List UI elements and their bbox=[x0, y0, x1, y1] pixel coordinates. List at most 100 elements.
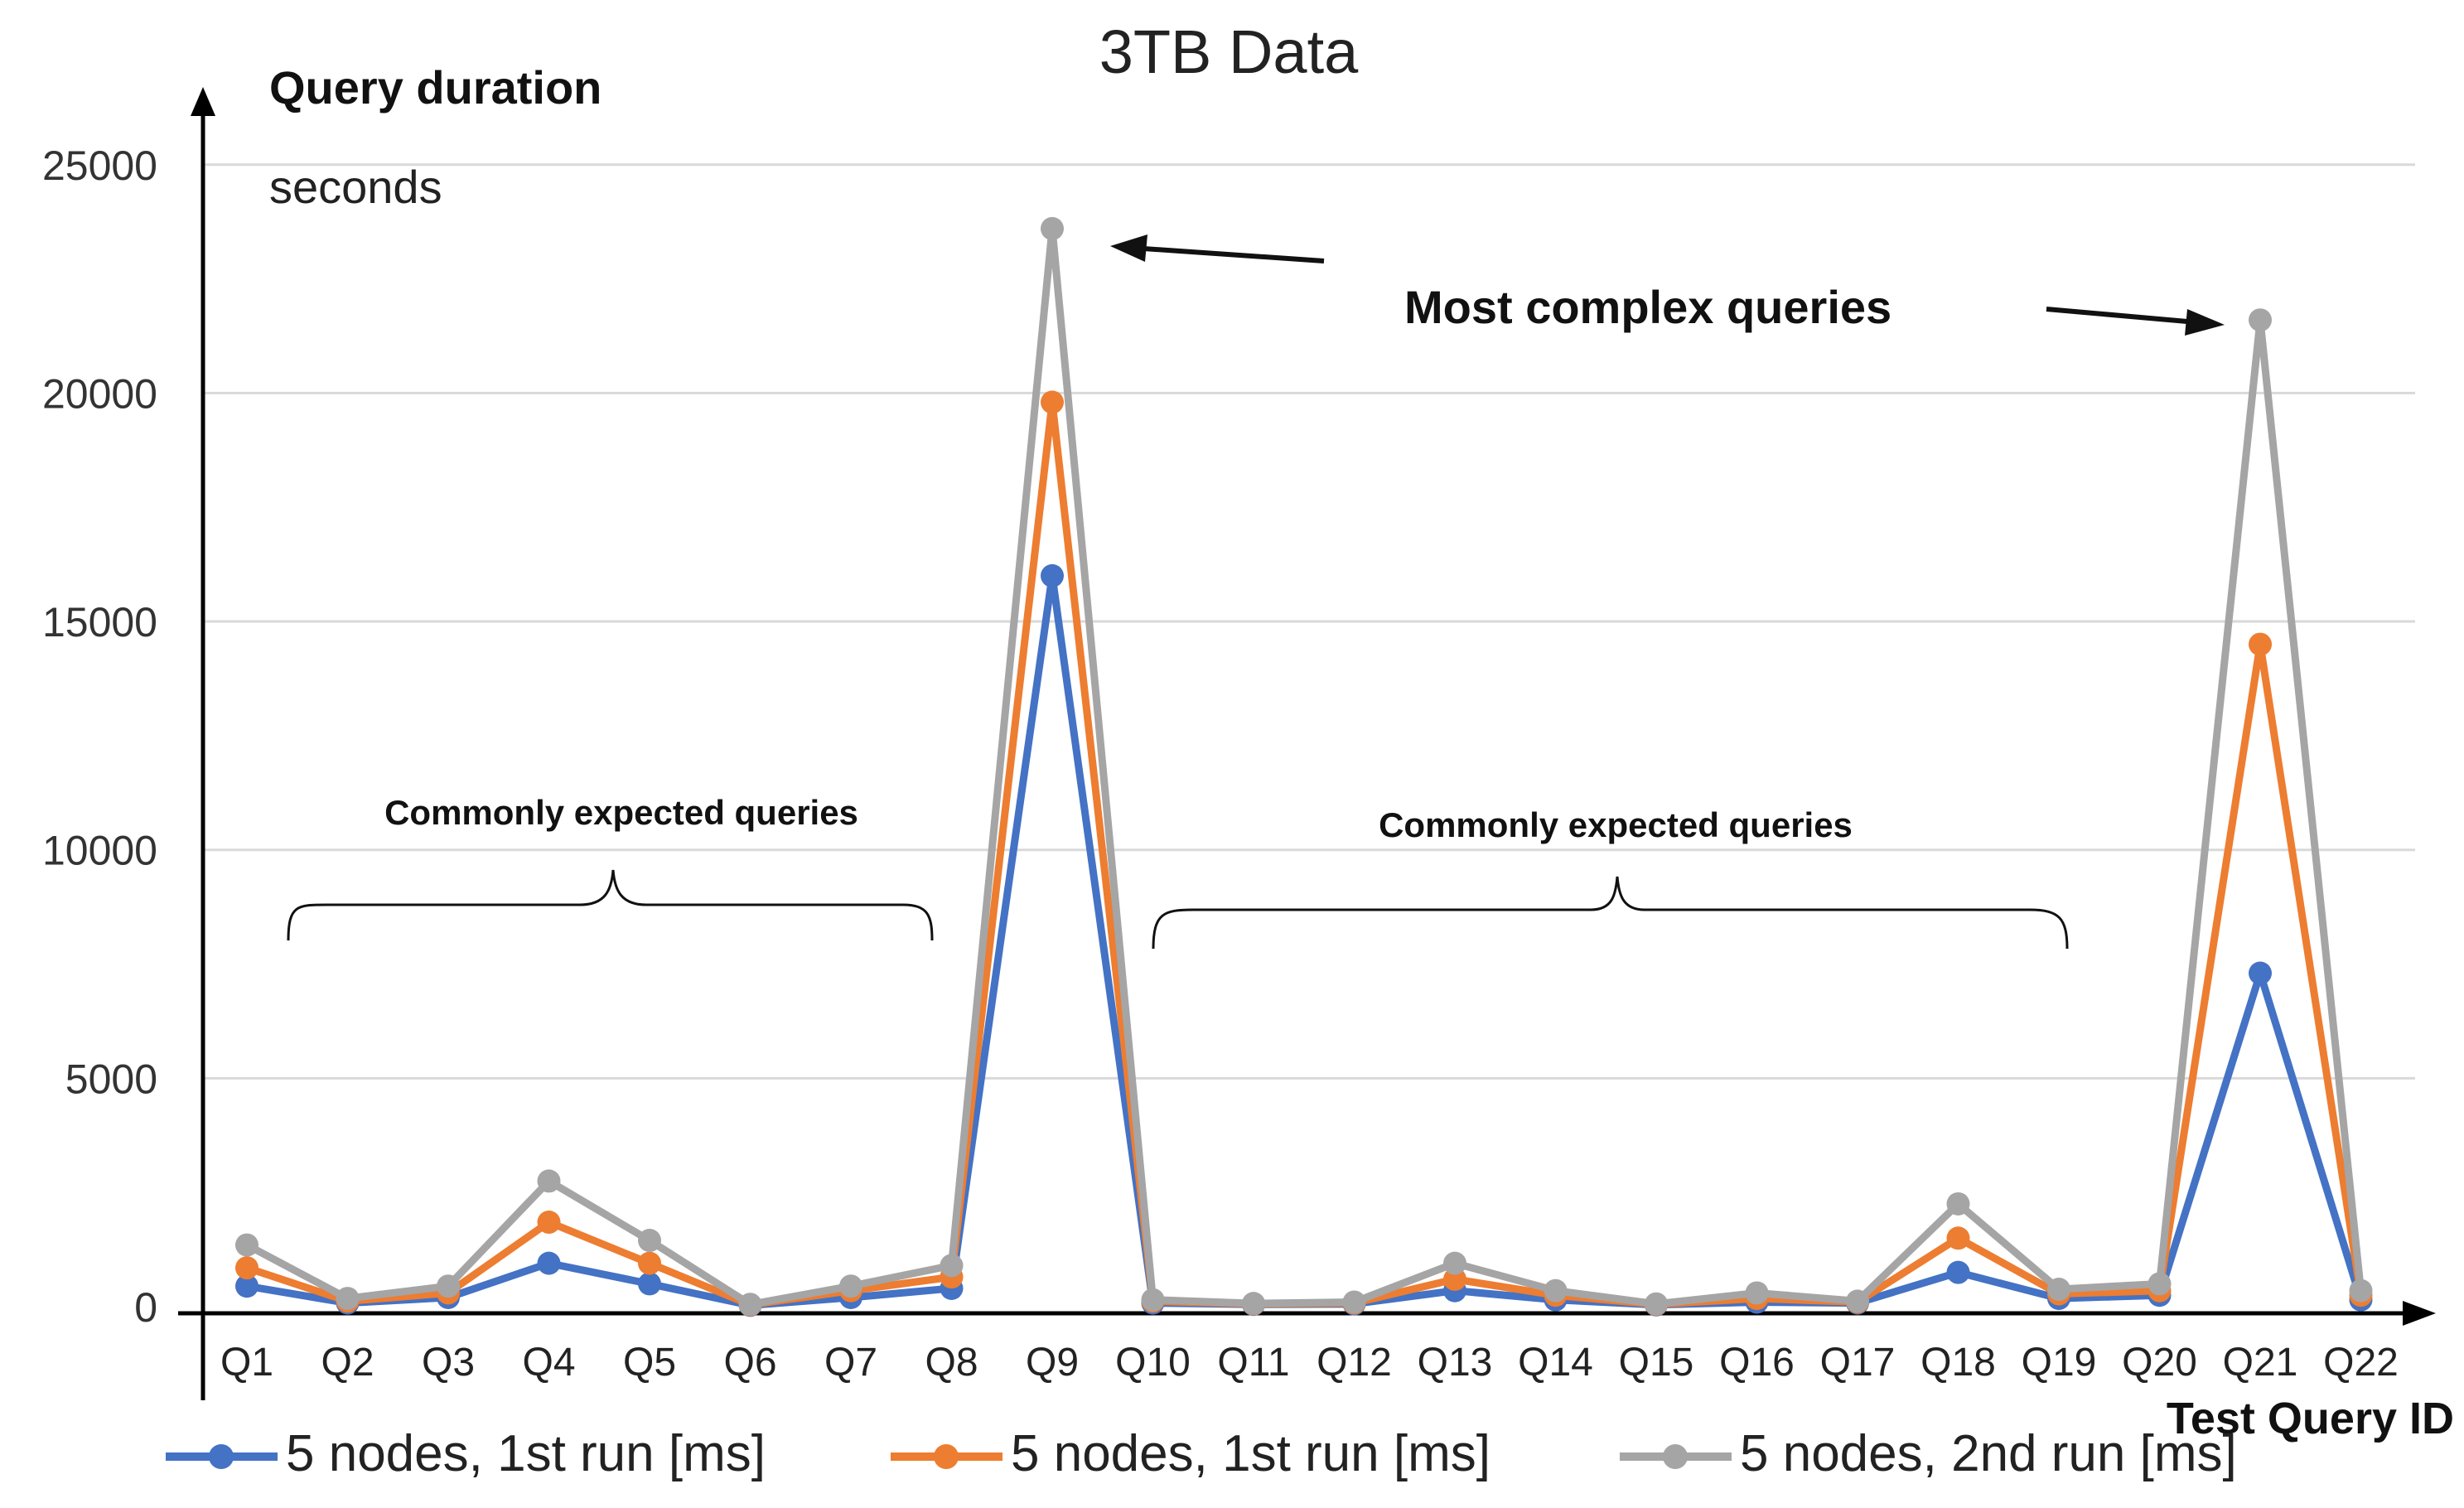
x-tick-label: Q21 bbox=[2223, 1341, 2298, 1385]
data-point bbox=[2148, 1272, 2172, 1296]
y-axis-arrow bbox=[191, 87, 215, 116]
data-point bbox=[2249, 632, 2272, 656]
legend-item-1: 5 nodes, 1st run [ms] bbox=[166, 1425, 766, 1482]
brace-right bbox=[1152, 876, 2069, 950]
y-axis-label: Query duration bbox=[269, 61, 602, 114]
data-point bbox=[1946, 1260, 1970, 1284]
x-tick-label: Q17 bbox=[1820, 1341, 1896, 1385]
data-point bbox=[1342, 1290, 1366, 1314]
x-tick-label: Q18 bbox=[1920, 1341, 1996, 1385]
x-tick-label: Q15 bbox=[1619, 1341, 1694, 1385]
x-tick-label: Q2 bbox=[321, 1341, 374, 1385]
x-tick-label: Q9 bbox=[1026, 1341, 1079, 1385]
data-point bbox=[336, 1287, 360, 1311]
data-point bbox=[738, 1293, 762, 1317]
y-axis-unit: seconds bbox=[269, 161, 442, 213]
legend-marker bbox=[209, 1444, 234, 1469]
legend-label: 5 nodes, 1st run [ms] bbox=[1011, 1425, 1490, 1482]
x-tick-label: Q19 bbox=[2022, 1341, 2097, 1385]
data-point bbox=[1041, 216, 1064, 240]
y-tick-label: 10000 bbox=[42, 828, 157, 874]
legend-label: 5 nodes, 2nd run [ms] bbox=[1740, 1425, 2237, 1482]
x-tick-label: Q22 bbox=[2323, 1341, 2399, 1385]
y-tick-labels: 0 5000 10000 15000 20000 25000 bbox=[42, 143, 157, 1331]
most-complex-label: Most complex queries bbox=[1404, 281, 1891, 333]
data-point bbox=[1946, 1226, 1970, 1250]
series-line bbox=[244, 225, 2365, 1308]
y-tick-label: 20000 bbox=[42, 370, 157, 417]
x-axis-label: Test Query ID bbox=[2167, 1394, 2454, 1443]
legend-label: 5 nodes, 1st run [ms] bbox=[286, 1425, 766, 1482]
annotations: Most complex queries Commonly expected q… bbox=[287, 234, 2225, 950]
chart-title: 3TB Data bbox=[1099, 17, 1359, 86]
data-point bbox=[1846, 1289, 1869, 1313]
series-line bbox=[246, 572, 2365, 1309]
common-queries-label-left: Commonly expected queries bbox=[384, 793, 858, 832]
data-point bbox=[537, 1251, 561, 1275]
data-point bbox=[638, 1229, 661, 1253]
data-point bbox=[2349, 1278, 2373, 1303]
x-tick-label: Q14 bbox=[1518, 1341, 1593, 1385]
arrow-to-q21 bbox=[2046, 307, 2188, 324]
x-tick-label: Q20 bbox=[2122, 1341, 2197, 1385]
legend-marker bbox=[1663, 1444, 1688, 1469]
common-queries-label-right: Commonly expected queries bbox=[1379, 805, 1853, 844]
data-point bbox=[2047, 1278, 2070, 1302]
x-axis-arrow bbox=[2403, 1301, 2436, 1326]
data-point bbox=[1443, 1267, 1466, 1291]
data-point bbox=[1544, 1278, 1568, 1303]
gridlines bbox=[203, 163, 2415, 1080]
arrow-to-q9 bbox=[1143, 246, 1325, 263]
data-point bbox=[1041, 390, 1064, 414]
data-point bbox=[1443, 1251, 1466, 1275]
data-point bbox=[839, 1274, 862, 1298]
data-point bbox=[638, 1272, 661, 1296]
data-point bbox=[1141, 1288, 1165, 1312]
x-tick-label: Q7 bbox=[824, 1341, 877, 1385]
x-tick-labels: Q1 Q2 Q3 Q4 Q5 Q6 Q7 Q8 Q9 Q10 Q11 Q12 Q13 Q14 Q15 Q16 Q… bbox=[220, 1341, 2399, 1385]
data-point bbox=[1946, 1191, 1970, 1216]
arrow-head-q9 bbox=[1110, 234, 1147, 262]
data-point bbox=[1745, 1281, 1769, 1305]
series-1 bbox=[235, 563, 2373, 1317]
data-point bbox=[1041, 563, 1064, 587]
x-tick-label: Q8 bbox=[925, 1341, 978, 1385]
y-tick-label: 15000 bbox=[42, 599, 157, 645]
y-tick-label: 5000 bbox=[65, 1056, 157, 1102]
data-point bbox=[940, 1254, 964, 1278]
data-point bbox=[1242, 1292, 1265, 1316]
x-tick-label: Q13 bbox=[1418, 1341, 1493, 1385]
x-tick-label: Q16 bbox=[1719, 1341, 1795, 1385]
x-tick-label: Q5 bbox=[623, 1341, 676, 1385]
x-tick-label: Q11 bbox=[1217, 1341, 1289, 1385]
legend-item-2: 5 nodes, 1st run [ms] bbox=[891, 1425, 1490, 1482]
data-point bbox=[235, 1233, 258, 1257]
x-tick-label: Q3 bbox=[422, 1341, 475, 1385]
series-3 bbox=[235, 216, 2373, 1317]
data-point bbox=[2249, 308, 2272, 332]
data-point bbox=[1645, 1292, 1668, 1316]
data-point bbox=[235, 1256, 258, 1280]
x-tick-label: Q10 bbox=[1115, 1341, 1191, 1385]
y-tick-label: 25000 bbox=[42, 143, 157, 189]
x-tick-label: Q4 bbox=[522, 1341, 575, 1385]
data-point bbox=[437, 1274, 460, 1298]
axes bbox=[178, 87, 2436, 1400]
data-point bbox=[235, 1274, 258, 1298]
x-tick-label: Q1 bbox=[220, 1341, 273, 1385]
data-point bbox=[537, 1169, 561, 1193]
brace-left bbox=[287, 869, 934, 941]
data-point bbox=[2249, 961, 2272, 985]
series-line bbox=[245, 398, 2365, 1309]
data-point bbox=[638, 1251, 661, 1275]
x-tick-label: Q6 bbox=[723, 1341, 776, 1385]
legend-marker bbox=[934, 1444, 959, 1469]
y-tick-label: 0 bbox=[134, 1284, 157, 1331]
data-point bbox=[537, 1211, 561, 1235]
legend: 5 nodes, 1st run [ms] 5 nodes, 1st run [m… bbox=[166, 1425, 2237, 1482]
legend-item-3: 5 nodes, 2nd run [ms] bbox=[1620, 1425, 2237, 1482]
data-series bbox=[235, 216, 2373, 1317]
arrow-head-q21 bbox=[2185, 309, 2225, 336]
x-tick-label: Q12 bbox=[1317, 1341, 1392, 1385]
